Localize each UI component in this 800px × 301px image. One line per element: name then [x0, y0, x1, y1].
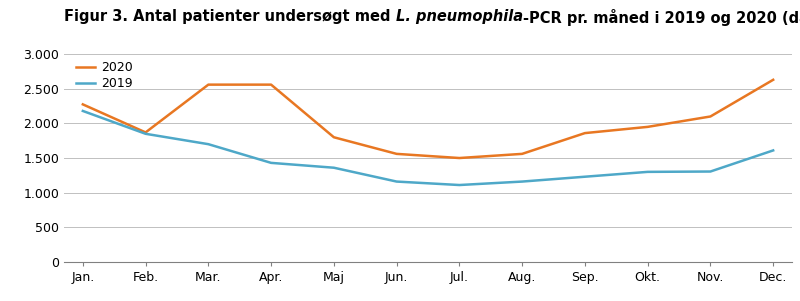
Text: -PCR pr. måned i 2019 og 2020 (data fra MiBa): -PCR pr. måned i 2019 og 2020 (data fra … [522, 9, 800, 26]
Text: Figur 3. Antal patienter undersøgt med: Figur 3. Antal patienter undersøgt med [64, 9, 396, 24]
Text: L. pneumophila: L. pneumophila [396, 9, 522, 24]
Legend: 2020, 2019: 2020, 2019 [71, 56, 138, 95]
